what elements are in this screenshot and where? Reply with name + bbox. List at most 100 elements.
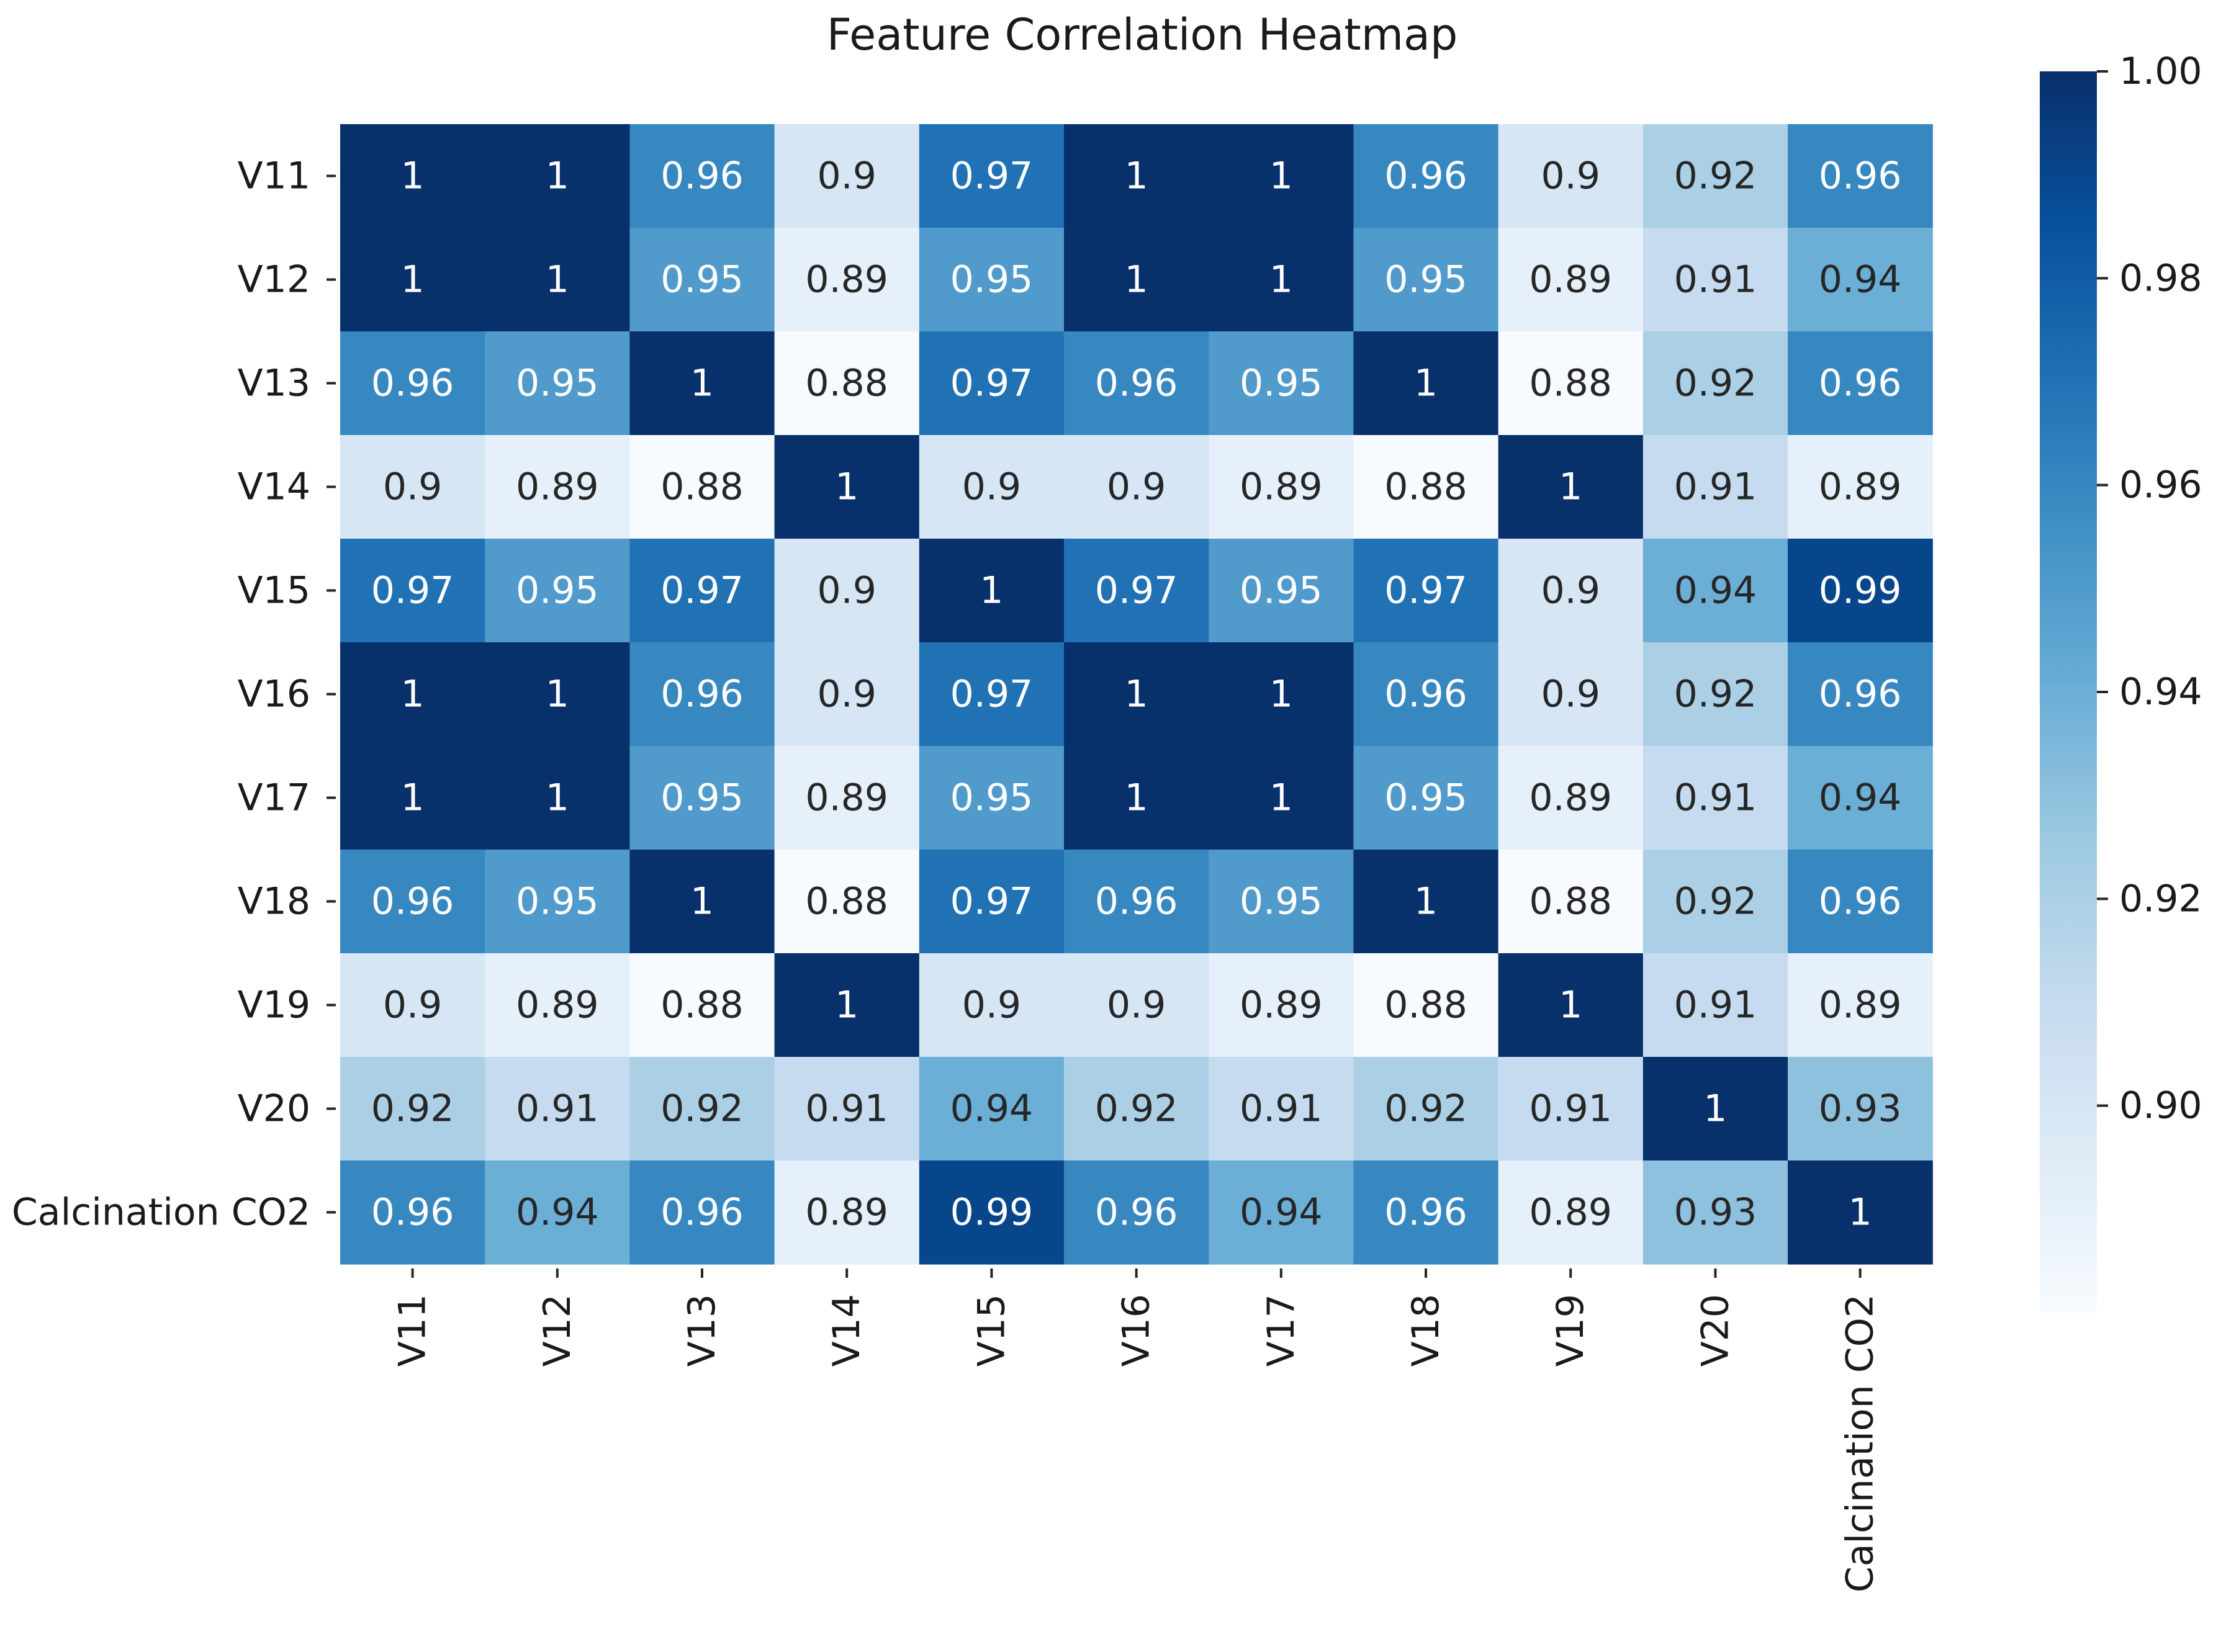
heatmap-cell-r10-c4	[774, 1057, 920, 1161]
heatmap-cell-r11-c6	[1064, 1160, 1209, 1265]
heatmap-cell-r4-c9	[1498, 435, 1644, 539]
heatmap-cell-r3-c10	[1642, 331, 1788, 436]
heatmap-cell-r11-c2	[485, 1160, 630, 1265]
cell-value-label-r3-c1: 0.96	[371, 362, 454, 405]
cell-value-label-r10-c3: 0.92	[660, 1087, 744, 1131]
heatmap-cell-r6-c1	[340, 642, 485, 747]
heatmap-cell-r8-c1	[340, 850, 485, 954]
heatmap-cell-r3-c1	[340, 331, 485, 436]
cell-value-label-r5-c9: 0.9	[1541, 569, 1600, 613]
cell-value-label-r7-c11: 0.94	[1819, 776, 1902, 820]
cell-value-label-r8-c8: 1	[1414, 880, 1438, 923]
heatmap-cell-r10-c7	[1209, 1057, 1354, 1161]
heatmap-cell-r2-c8	[1353, 228, 1499, 332]
heatmap-cell-r8-c5	[919, 850, 1065, 954]
colorbar-bar	[2040, 71, 2097, 1313]
cell-value-label-r4-c3: 0.88	[660, 465, 744, 509]
heatmap-cell-r7-c5	[919, 746, 1065, 850]
heatmap-cell-r5-c5	[919, 539, 1065, 643]
y-tick-label-v13: V13	[238, 362, 310, 405]
heatmap-cell-r9-c7	[1209, 953, 1354, 1057]
cell-value-label-r7-c5: 0.95	[950, 776, 1034, 820]
heatmap-cell-r5-c10	[1642, 539, 1788, 643]
cell-value-label-r1-c6: 1	[1125, 155, 1148, 198]
cell-value-label-r3-c6: 0.96	[1095, 362, 1178, 405]
cell-value-label-r8-c1: 0.96	[371, 880, 454, 923]
cell-value-label-r8-c10: 0.92	[1674, 880, 1757, 923]
cell-value-label-r1-c7: 1	[1269, 155, 1293, 198]
y-tick-label-v20: V20	[238, 1087, 310, 1131]
heatmap-cell-r4-c1	[340, 435, 485, 539]
heatmap-cell-r8-c2	[485, 850, 630, 954]
heatmap-cell-r6-c10	[1642, 642, 1788, 747]
cell-value-label-r3-c4: 0.88	[805, 362, 888, 405]
heatmap-cell-r8-c6	[1064, 850, 1209, 954]
cell-value-label-r2-c4: 0.89	[805, 258, 888, 302]
heatmap-cell-r1-c11	[1788, 124, 1933, 228]
cell-value-label-r7-c1: 1	[401, 776, 425, 820]
cell-value-label-r6-c11: 0.96	[1819, 673, 1902, 716]
cell-value-label-r10-c9: 0.91	[1529, 1087, 1612, 1131]
x-tick-label-v13: V13	[680, 1294, 724, 1367]
cell-value-label-r9-c9: 1	[1559, 984, 1582, 1027]
y-tick-label-v16: V16	[238, 673, 310, 716]
heatmap-cell-r8-c7	[1209, 850, 1354, 954]
heatmap-cell-r4-c2	[485, 435, 630, 539]
heatmap-cell-r6-c7	[1209, 642, 1354, 747]
colorbar-tick-label-4: 0.98	[2119, 256, 2202, 300]
heatmap-cell-r6-c2	[485, 642, 630, 747]
heatmap-cell-r9-c1	[340, 953, 485, 1057]
cell-value-label-r5-c11: 0.99	[1819, 569, 1902, 613]
cell-value-label-r11-c6: 0.96	[1095, 1191, 1178, 1234]
cell-value-label-r5-c3: 0.97	[660, 569, 744, 613]
heatmap-cell-r4-c4	[774, 435, 920, 539]
cell-value-label-r1-c3: 0.96	[660, 155, 744, 198]
x-tick-label-v14: V14	[825, 1294, 868, 1367]
cell-value-label-r6-c10: 0.92	[1674, 673, 1757, 716]
y-tick-label-v17: V17	[238, 776, 310, 820]
cell-value-label-r9-c4: 1	[835, 984, 858, 1027]
heatmap-cell-r5-c4	[774, 539, 920, 643]
cell-value-label-r9-c6: 0.9	[1107, 984, 1166, 1027]
cell-value-label-r3-c2: 0.95	[516, 362, 599, 405]
x-tick-label-v19: V19	[1549, 1294, 1592, 1367]
cell-value-label-r5-c8: 0.97	[1384, 569, 1467, 613]
x-tick-label-v11: V11	[391, 1294, 435, 1367]
x-tick-label-v16: V16	[1115, 1294, 1158, 1367]
cell-value-label-r7-c2: 1	[546, 776, 569, 820]
heatmap-cell-r9-c9	[1498, 953, 1644, 1057]
cell-value-label-r1-c2: 1	[546, 155, 569, 198]
cell-value-label-r11-c2: 0.94	[516, 1191, 599, 1234]
y-tick-label-v14: V14	[238, 465, 310, 509]
cell-value-label-r5-c1: 0.97	[371, 569, 454, 613]
cell-value-label-r6-c6: 1	[1125, 673, 1148, 716]
heatmap-cell-r5-c2	[485, 539, 630, 643]
heatmap-cell-r1-c1	[340, 124, 485, 228]
heatmap-cell-r4-c7	[1209, 435, 1354, 539]
cell-value-label-r5-c7: 0.95	[1240, 569, 1323, 613]
cell-value-label-r11-c3: 0.96	[660, 1191, 744, 1234]
cell-value-label-r3-c7: 0.95	[1240, 362, 1323, 405]
heatmap-cell-r5-c9	[1498, 539, 1644, 643]
heatmap-cell-r7-c2	[485, 746, 630, 850]
heatmap-cell-r4-c3	[629, 435, 775, 539]
cell-value-label-r2-c2: 1	[546, 258, 569, 302]
cell-value-label-r8-c5: 0.97	[950, 880, 1034, 923]
y-tick-label-v12: V12	[238, 258, 310, 302]
heatmap-cell-r6-c5	[919, 642, 1065, 747]
heatmap-cell-r7-c8	[1353, 746, 1499, 850]
cell-value-label-r7-c3: 0.95	[660, 776, 744, 820]
heatmap-cell-r4-c5	[919, 435, 1065, 539]
heatmap-cell-r11-c10	[1642, 1160, 1788, 1265]
x-tick-label-v18: V18	[1404, 1294, 1448, 1367]
cell-value-label-r5-c6: 0.97	[1095, 569, 1178, 613]
heatmap-cell-r11-c5	[919, 1160, 1065, 1265]
heatmap-cell-r10-c11	[1788, 1057, 1933, 1161]
cell-value-label-r2-c5: 0.95	[950, 258, 1034, 302]
heatmap-cell-r4-c10	[1642, 435, 1788, 539]
cell-value-label-r10-c5: 0.94	[950, 1087, 1034, 1131]
heatmap-cell-r1-c8	[1353, 124, 1499, 228]
heatmap-cell-r1-c5	[919, 124, 1065, 228]
heatmap-cell-r9-c6	[1064, 953, 1209, 1057]
